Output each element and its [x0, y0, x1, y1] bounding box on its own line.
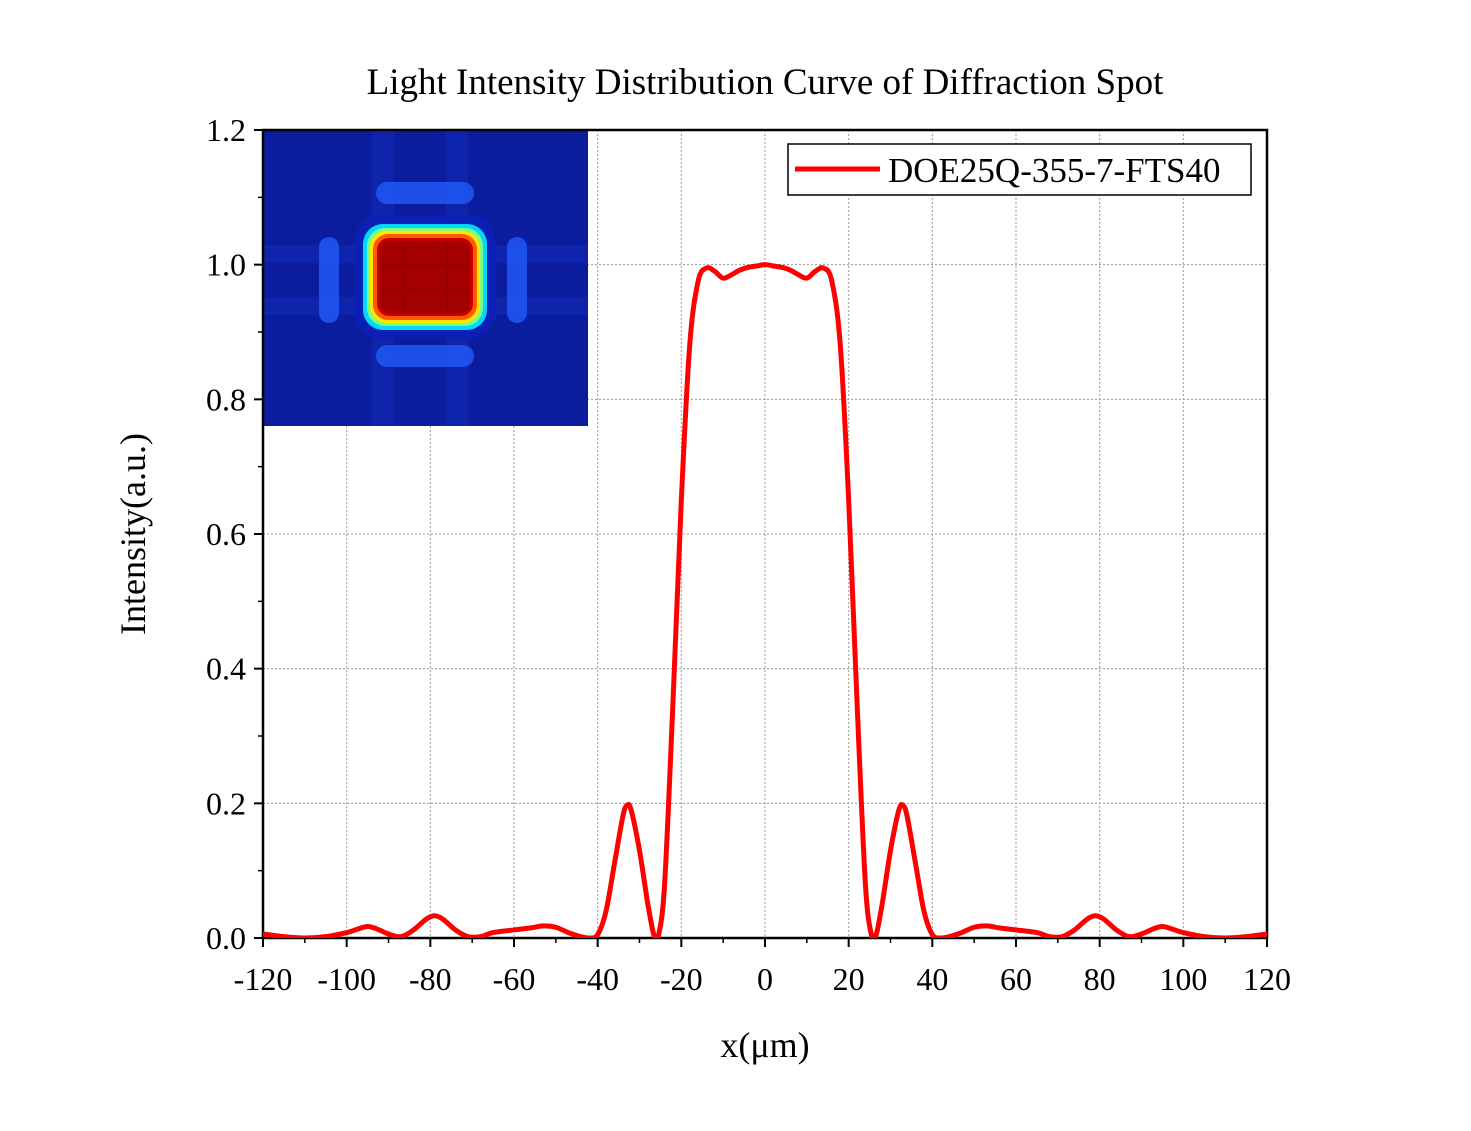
y-tick-labels: 0.0 0.2 0.4 0.6 0.8 1.0 1.2	[206, 112, 246, 956]
series-group	[263, 262, 1267, 938]
y-tick-label: 0.6	[206, 516, 246, 552]
inset-spot-image	[263, 130, 588, 426]
legend-label: DOE25Q-355-7-FTS40	[888, 151, 1220, 190]
x-tick-label: 40	[916, 961, 948, 997]
x-tick-label: -120	[234, 961, 293, 997]
x-axis-label: x(μm)	[720, 1025, 809, 1065]
y-tick-label: 1.2	[206, 112, 246, 148]
y-tick-label: 0.0	[206, 920, 246, 956]
series-line	[263, 262, 1267, 938]
x-tick-label: 0	[757, 961, 773, 997]
x-tick-label: 120	[1243, 961, 1291, 997]
x-tick-label: -100	[317, 961, 376, 997]
x-tick-label: -80	[409, 961, 452, 997]
y-tick-label: 0.4	[206, 651, 246, 687]
x-tick-label: -20	[660, 961, 703, 997]
x-tick-label: -40	[576, 961, 619, 997]
x-tick-label: 60	[1000, 961, 1032, 997]
legend: DOE25Q-355-7-FTS40	[787, 143, 1252, 196]
x-tick-label: 100	[1159, 961, 1207, 997]
x-tick-label: 80	[1084, 961, 1116, 997]
x-tick-label: 20	[833, 961, 865, 997]
y-tick-label: 0.2	[206, 785, 246, 821]
y-axis-label: Intensity(a.u.)	[113, 433, 153, 635]
axis-ticks	[254, 129, 1268, 947]
x-tick-label: -60	[493, 961, 536, 997]
x-tick-labels: -120 -100 -80 -60 -40 -20 0 20 40 60 80 100 120	[234, 961, 1291, 997]
y-tick-label: 0.8	[206, 381, 246, 417]
y-tick-label: 1.0	[206, 247, 246, 283]
chart-title: Light Intensity Distribution Curve of Di…	[367, 62, 1165, 103]
